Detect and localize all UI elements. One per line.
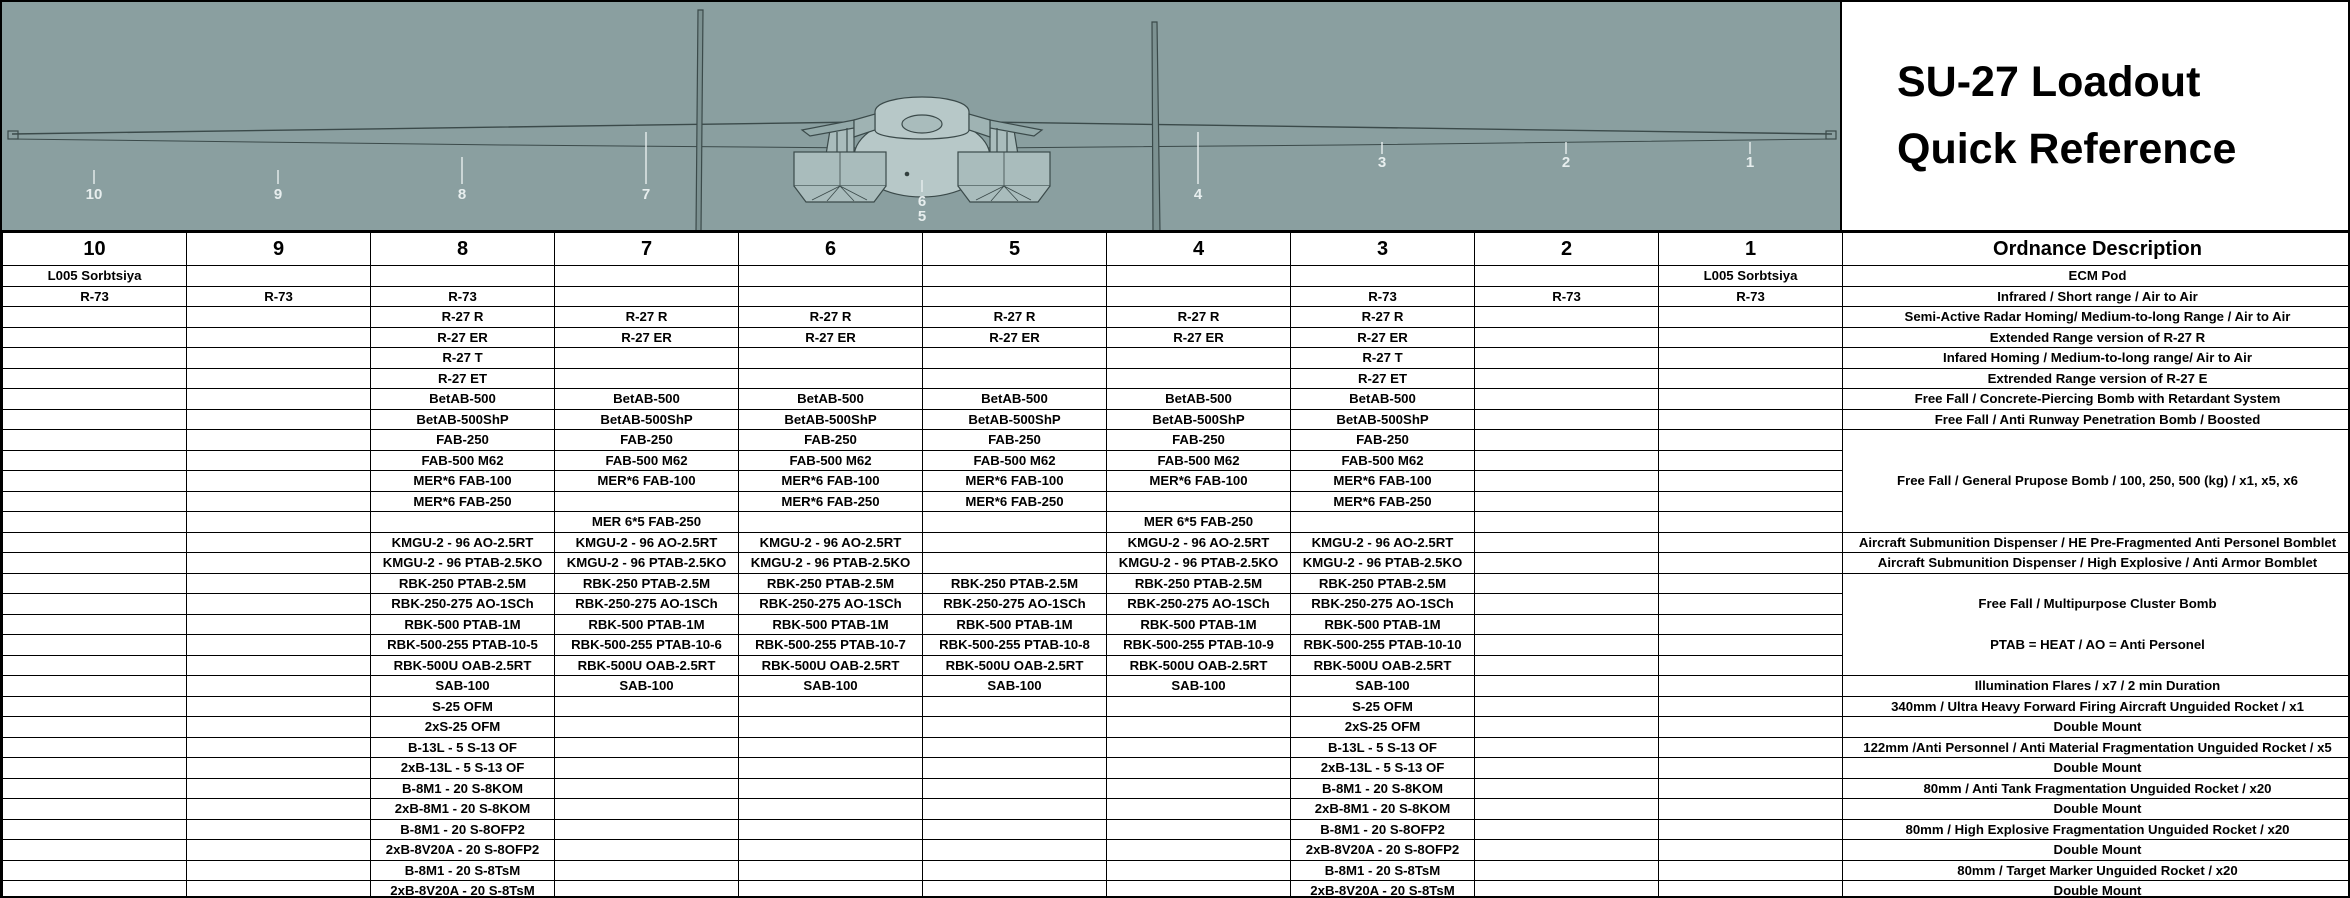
svg-text:7: 7: [642, 186, 650, 203]
svg-text:9: 9: [274, 186, 282, 203]
svg-text:1: 1: [1746, 154, 1754, 171]
svg-text:5: 5: [918, 208, 926, 225]
svg-text:8: 8: [458, 186, 466, 203]
svg-text:3: 3: [1378, 154, 1386, 171]
svg-text:4: 4: [1194, 186, 1203, 203]
svg-text:2: 2: [1562, 154, 1570, 171]
svg-text:10: 10: [86, 186, 103, 203]
